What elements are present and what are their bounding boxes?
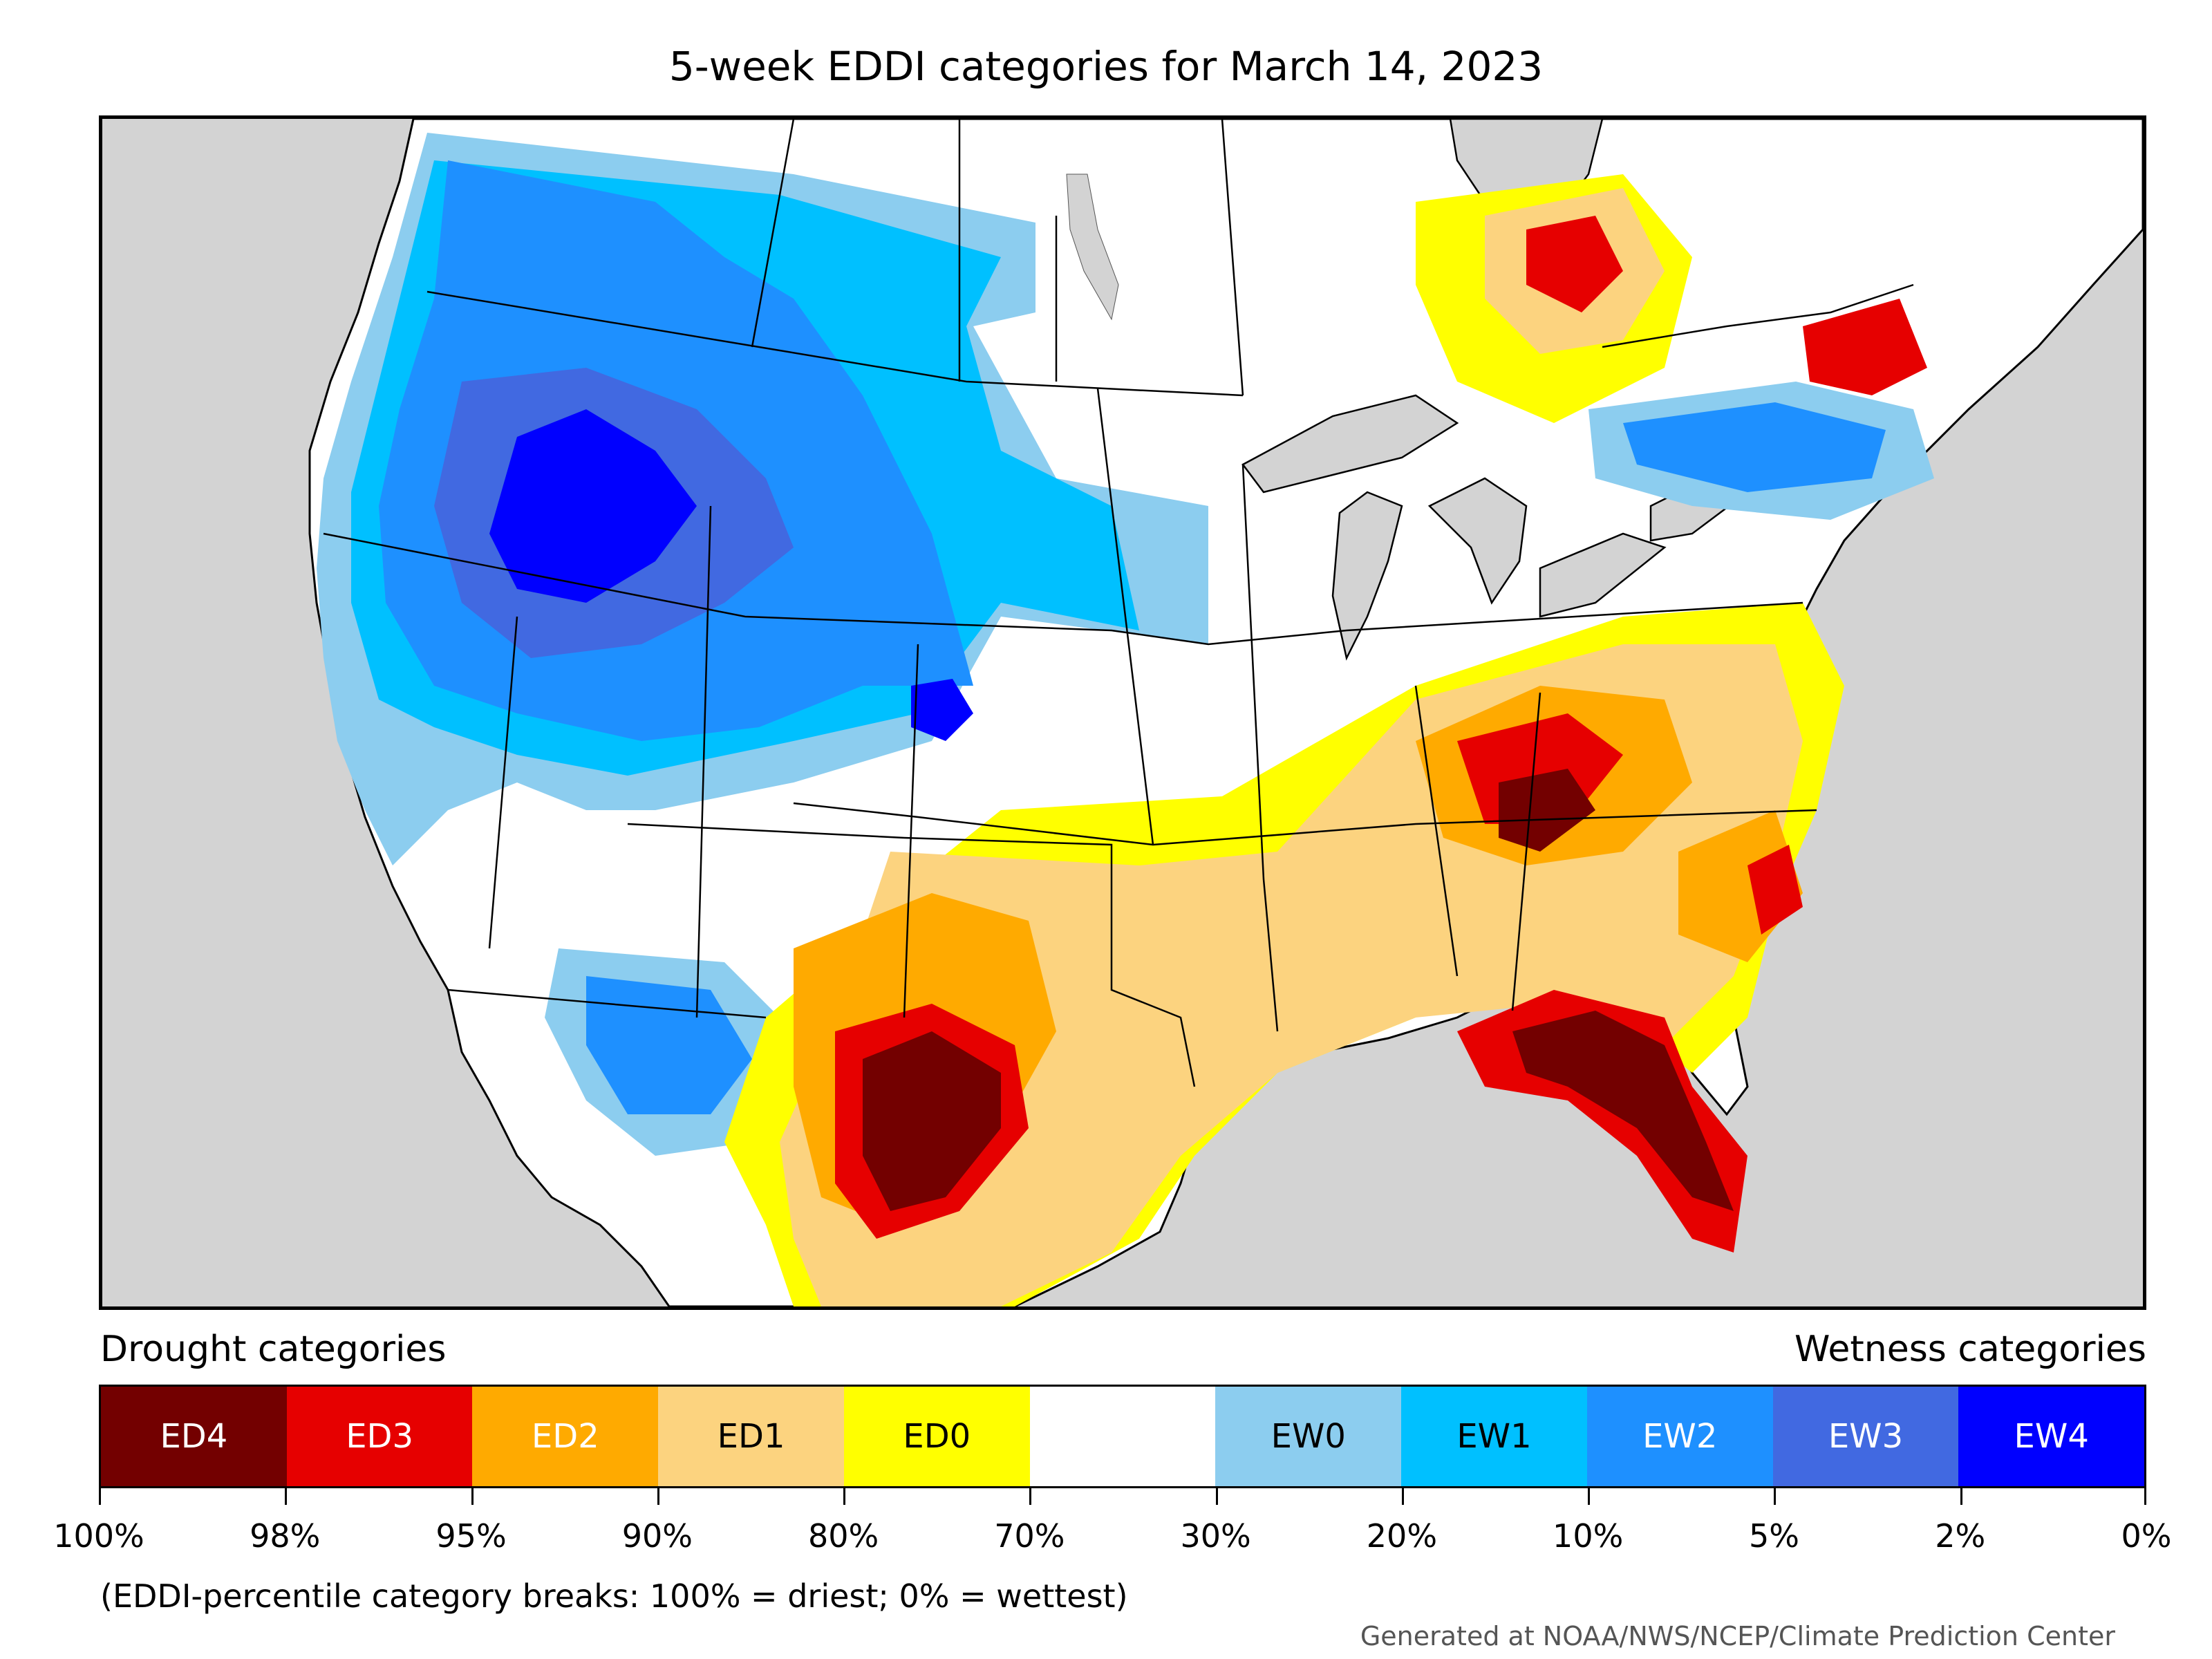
colorbar-tick <box>285 1488 288 1505</box>
swatch-ew4: EW4 <box>1958 1387 2145 1486</box>
colorbar-tick <box>1401 1488 1404 1505</box>
colorbar-tick-label: 0% <box>2121 1517 2172 1555</box>
colorbar-tick-label: 10% <box>1553 1517 1624 1555</box>
eddi-map <box>99 115 2146 1310</box>
colorbar-tick-label: 2% <box>1935 1517 1986 1555</box>
swatch-ed4: ED4 <box>101 1387 287 1486</box>
wetness-categories-heading: Wetness categories <box>1794 1329 2146 1370</box>
colorbar-tick-label: 100% <box>53 1517 144 1555</box>
drought-categories-heading: Drought categories <box>100 1329 447 1370</box>
colorbar-tick <box>657 1488 659 1505</box>
swatch-ed2: ED2 <box>472 1387 659 1486</box>
colorbar-tick-label: 70% <box>994 1517 1065 1555</box>
colorbar-tick-label: 80% <box>807 1517 879 1555</box>
swatch-ew3: EW3 <box>1772 1387 1959 1486</box>
colorbar-tick <box>2144 1488 2146 1505</box>
colorbar-tick-label: 90% <box>621 1517 693 1555</box>
colorbar-tick <box>471 1488 474 1505</box>
lake-winnipeg <box>1066 174 1119 321</box>
swatch-ew2: EW2 <box>1586 1387 1773 1486</box>
swatch-ed0: ED0 <box>843 1387 1030 1486</box>
colorbar-tick <box>843 1488 846 1505</box>
colorbar-tick <box>1960 1488 1962 1505</box>
swatch-ew1: EW1 <box>1401 1387 1587 1486</box>
colorbar-tick-label: 30% <box>1180 1517 1251 1555</box>
colorbar-ticks <box>99 1488 2146 1509</box>
colorbar-tick <box>1588 1488 1591 1505</box>
category-colorbar: ED4 ED3 ED2 ED1 ED0 EW0 EW1 EW2 EW3 EW4 <box>99 1385 2146 1488</box>
great-lakes <box>1241 394 1750 661</box>
colorbar-tick-label: 20% <box>1366 1517 1438 1555</box>
colorbar-tick <box>1215 1488 1218 1505</box>
colorbar-tick-label: 5% <box>1748 1517 1799 1555</box>
category-break-note: (EDDI-percentile category breaks: 100% =… <box>100 1577 1128 1615</box>
swatch-normal <box>1029 1387 1216 1486</box>
swatch-ed1: ED1 <box>658 1387 844 1486</box>
political-boundaries <box>323 119 1914 1087</box>
colorbar-tick <box>1029 1488 1032 1505</box>
colorbar-tick-label: 98% <box>250 1517 321 1555</box>
map-canvas <box>308 119 2143 1306</box>
drought-regions <box>724 174 1927 1306</box>
colorbar-tick <box>1774 1488 1777 1505</box>
chart-title: 5-week EDDI categories for March 14, 202… <box>668 43 1544 90</box>
wetness-regions <box>317 133 1934 1156</box>
swatch-ed3: ED3 <box>286 1387 473 1486</box>
swatch-ew0: EW0 <box>1215 1387 1402 1486</box>
colorbar-tick <box>99 1488 101 1505</box>
colorbar-tick-label: 95% <box>435 1517 507 1555</box>
credit-line: Generated at NOAA/NWS/NCEP/Climate Predi… <box>1360 1621 2115 1651</box>
